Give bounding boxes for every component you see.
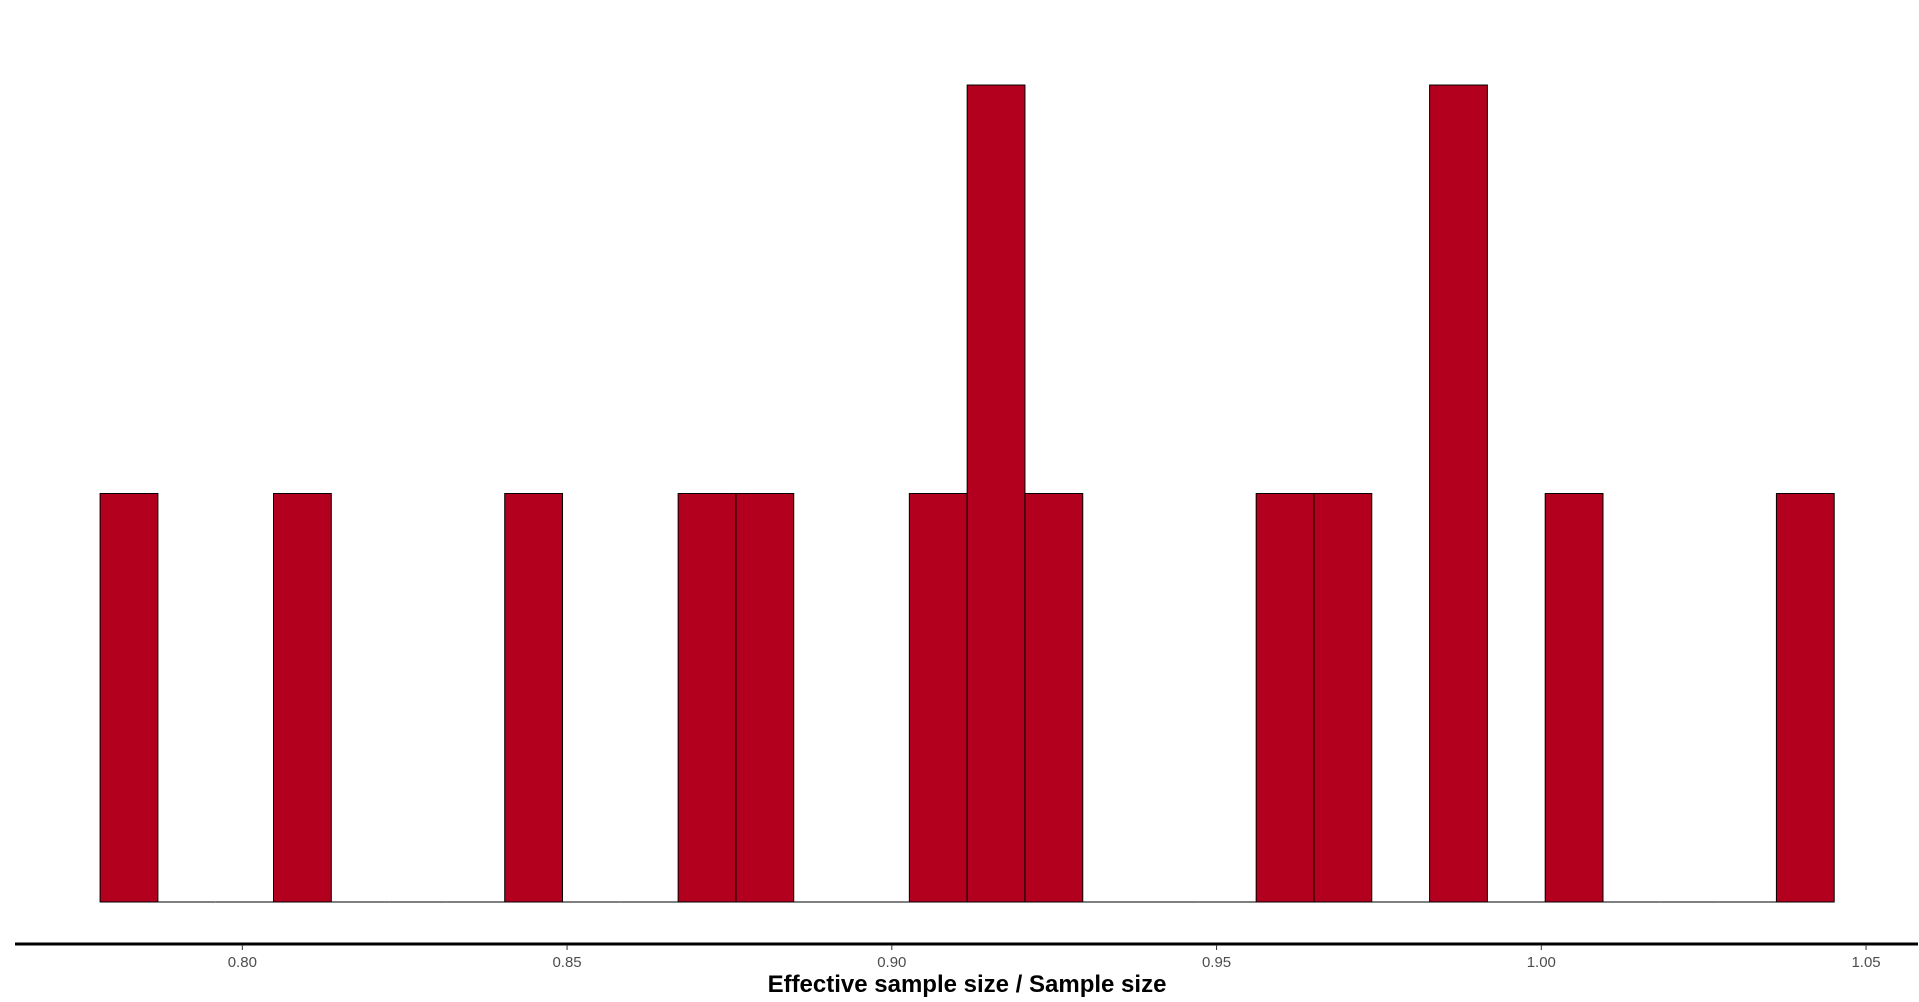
- x-tick-label: 0.90: [877, 954, 906, 971]
- histogram-bar: [1775, 493, 1835, 903]
- x-axis-title: Effective sample size / Sample size: [768, 971, 1167, 998]
- histogram-bar: [1255, 493, 1315, 903]
- histogram-bar: [1313, 493, 1373, 903]
- histogram-bar: [735, 493, 795, 903]
- x-tick-label: 0.95: [1202, 954, 1231, 971]
- x-tick-label: 0.85: [552, 954, 581, 971]
- histogram-bar: [1429, 84, 1488, 903]
- histogram-bar: [504, 493, 564, 903]
- histogram-bar: [908, 493, 968, 903]
- x-tick-label: 1.00: [1527, 954, 1556, 971]
- histogram-bar: [272, 493, 332, 903]
- x-tick-label: 0.80: [228, 954, 257, 971]
- histogram-bar: [1024, 493, 1084, 903]
- x-axis-ticks: 0.80 0.85 0.90 0.95 1.00 1.05: [228, 945, 1881, 971]
- histogram-bars: [99, 84, 1835, 903]
- histogram-bar: [677, 493, 737, 903]
- x-tick-label: 1.05: [1851, 954, 1880, 971]
- histogram-bar: [966, 84, 1026, 903]
- histogram-bar: [1544, 493, 1604, 903]
- histogram-bar: [99, 493, 159, 903]
